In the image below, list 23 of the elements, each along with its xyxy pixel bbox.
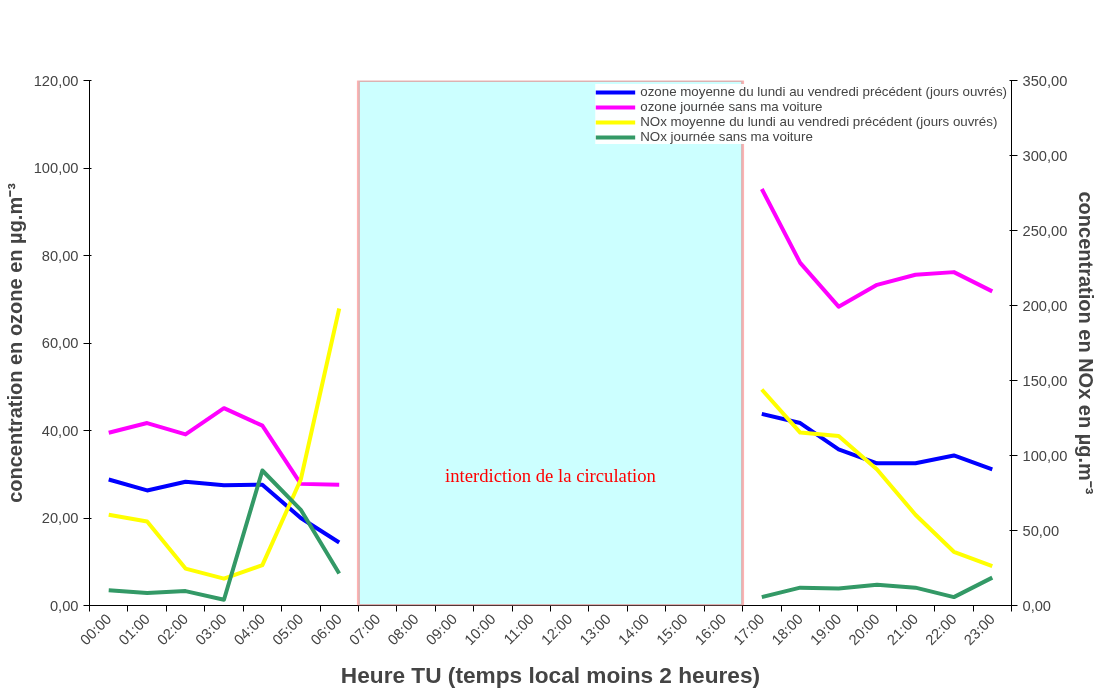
x-axis-title: Heure TU (temps local moins 2 heures) <box>340 661 761 688</box>
y-axis-title: concentration en ozone en µg.m⁻³ <box>3 182 26 503</box>
band-label: interdiction de la circulation <box>445 464 657 486</box>
y-tick-label: 40,00 <box>41 422 79 439</box>
y2-tick-label: 350,00 <box>1022 72 1068 89</box>
y-tick-label: 80,00 <box>41 247 79 264</box>
y2-tick-label: 0,00 <box>1022 597 1052 614</box>
legend-label: ozone moyenne du lundi au vendredi précédent (jours ouvrés) <box>640 84 1007 99</box>
y2-tick-label: 50,00 <box>1022 522 1060 539</box>
legend-label: NOx journée sans ma voiture <box>640 129 813 144</box>
y2-tick-label: 250,00 <box>1022 222 1068 239</box>
y-tick-label: 20,00 <box>41 510 79 526</box>
y2-tick-label: 200,00 <box>1022 297 1068 314</box>
y2-tick-label: 100,00 <box>1022 447 1068 464</box>
y-tick-label: 0,00 <box>49 597 79 614</box>
y-tick-label: 60,00 <box>41 335 79 351</box>
legend-label: NOx moyenne du lundi au vendredi précédent (jours ouvrés) <box>640 114 998 129</box>
y2-tick-label: 300,00 <box>1022 147 1068 164</box>
legend-label: ozone journée sans ma voiture <box>640 99 823 114</box>
y-tick-label: 100,00 <box>33 160 79 176</box>
y2-tick-label: 150,00 <box>1022 372 1068 389</box>
y2-axis-title: concentration en NOx en µg.m⁻³ <box>1075 191 1098 495</box>
y-tick-label: 120,00 <box>33 72 79 89</box>
